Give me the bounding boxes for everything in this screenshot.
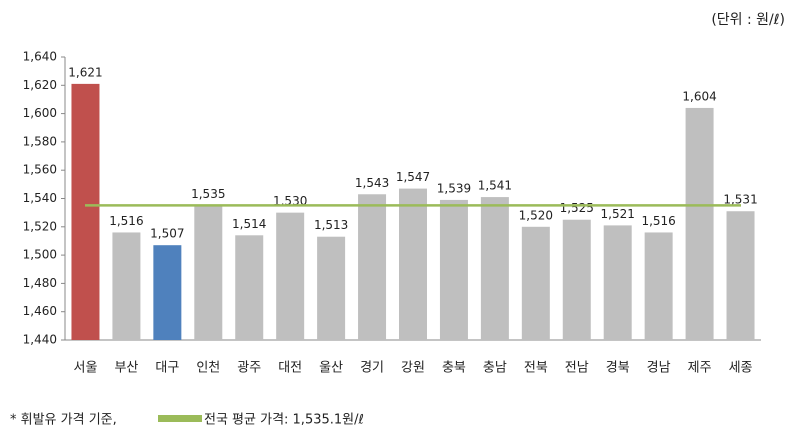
x-tick-label: 세종 <box>729 361 753 376</box>
bar <box>153 245 182 340</box>
bar <box>685 107 714 340</box>
bar <box>521 226 550 340</box>
x-tick-label: 제주 <box>688 361 712 376</box>
y-tick-label: 1,560 <box>23 163 57 177</box>
x-tick-label: 충북 <box>442 361 466 376</box>
bar <box>562 219 591 340</box>
y-tick-label: 1,480 <box>23 276 57 290</box>
value-label: 1,513 <box>314 218 348 232</box>
x-tick-label: 경기 <box>360 361 384 376</box>
bar <box>480 197 509 340</box>
x-tick-label: 경남 <box>647 361 671 376</box>
bar <box>276 212 305 340</box>
x-tick-label: 강원 <box>401 361 425 376</box>
legend-swatch <box>158 415 202 422</box>
x-tick-label: 서울 <box>74 361 98 376</box>
value-label: 1,516 <box>641 214 675 228</box>
bar <box>235 235 264 340</box>
value-label: 1,525 <box>560 201 594 215</box>
value-label: 1,539 <box>437 181 471 195</box>
value-label: 1,535 <box>191 187 225 201</box>
value-label: 1,547 <box>396 170 430 184</box>
y-tick-label: 1,460 <box>23 304 57 318</box>
footnote: * 휘발유 가격 기준, <box>10 413 117 428</box>
value-label: 1,516 <box>109 214 143 228</box>
value-label: 1,521 <box>601 207 635 221</box>
x-tick-label: 대전 <box>278 361 302 376</box>
y-tick-label: 1,580 <box>23 134 57 148</box>
bar <box>358 194 387 340</box>
y-tick-label: 1,540 <box>23 191 57 205</box>
x-tick-label: 전북 <box>524 361 548 376</box>
bar <box>317 236 346 340</box>
unit-note: (단위 : 원/ℓ) <box>711 12 785 28</box>
bar <box>112 232 141 340</box>
x-tick-label: 부산 <box>114 361 138 376</box>
bar <box>439 199 468 340</box>
value-label: 1,514 <box>232 217 266 231</box>
y-tick-label: 1,500 <box>23 248 57 262</box>
value-label: 1,543 <box>355 176 389 190</box>
bar <box>71 83 100 340</box>
value-label: 1,507 <box>150 227 184 241</box>
x-tick-label: 전남 <box>565 361 589 376</box>
value-label: 1,520 <box>519 208 553 222</box>
x-tick-label: 경북 <box>606 361 630 376</box>
x-tick-label: 광주 <box>237 361 261 376</box>
x-tick-label: 울산 <box>319 361 343 376</box>
bar <box>194 205 223 340</box>
value-label: 1,621 <box>68 65 102 79</box>
y-tick-label: 1,640 <box>23 50 57 64</box>
x-tick-label: 대구 <box>155 361 179 376</box>
value-label: 1,541 <box>478 179 512 193</box>
bar <box>644 232 673 340</box>
bar <box>603 225 632 340</box>
bar <box>399 188 427 340</box>
value-label: 1,604 <box>682 89 716 103</box>
y-tick-label: 1,440 <box>23 333 57 347</box>
bar <box>726 211 755 340</box>
x-tick-label: 인천 <box>196 361 220 376</box>
y-tick-label: 1,620 <box>23 78 57 92</box>
value-label: 1,531 <box>723 193 757 207</box>
legend-label: 전국 평균 가격: 1,535.1원/ℓ <box>204 413 364 428</box>
y-tick-label: 1,520 <box>23 219 57 233</box>
y-tick-label: 1,600 <box>23 106 57 120</box>
x-tick-label: 충남 <box>483 361 507 376</box>
